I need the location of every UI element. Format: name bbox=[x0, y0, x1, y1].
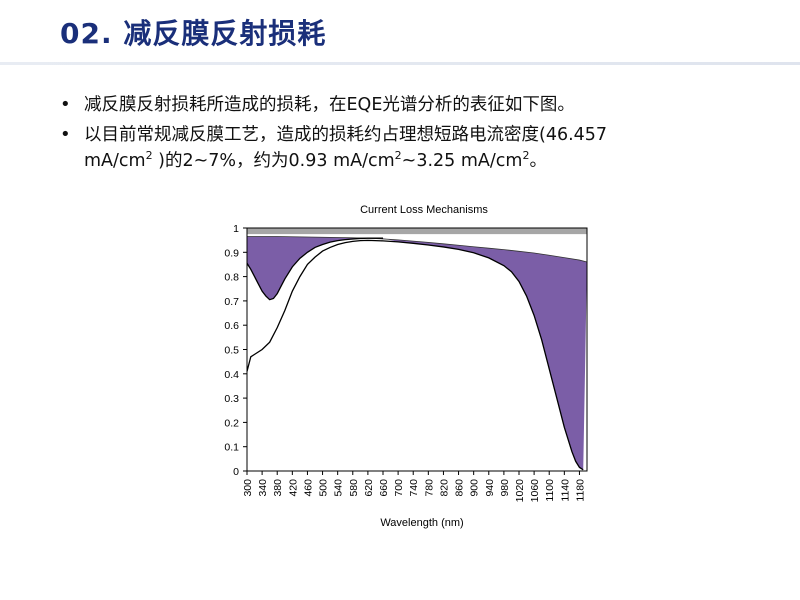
bullet-list: • 减反膜反射损耗所造成的损耗，在EQE光谱分析的表征如下图。 • 以目前常规减… bbox=[58, 92, 758, 178]
x-tick-label: 820 bbox=[438, 479, 450, 497]
x-tick-label: 580 bbox=[348, 479, 360, 497]
eqe-curve bbox=[246, 239, 584, 471]
x-axis: 300 340 380 420 460 500 540 580 620 660 700 740 780 8… bbox=[242, 471, 586, 502]
y-tick-label: 0.7 bbox=[224, 296, 239, 308]
bullet-item-2: • 以目前常规减反膜工艺，造成的损耗约占理想短路电流密度(46.457 mA/c… bbox=[58, 122, 758, 174]
transmitted-line bbox=[247, 236, 588, 263]
bullet-text-2-d: 。 bbox=[529, 151, 547, 171]
y-tick-label: 0.9 bbox=[224, 247, 239, 259]
x-tick-label: 900 bbox=[469, 479, 481, 497]
chart-title: Current Loss Mechanisms bbox=[360, 204, 488, 216]
x-tick-label: 1060 bbox=[529, 479, 541, 503]
bullet-text-1: 减反膜反射损耗所造成的损耗，在EQE光谱分析的表征如下图。 bbox=[84, 95, 575, 115]
x-tick-label: 460 bbox=[302, 479, 314, 497]
bullet-dot-icon: • bbox=[60, 124, 71, 145]
x-tick-label: 740 bbox=[408, 479, 420, 497]
x-tick-label: 700 bbox=[393, 479, 405, 497]
x-tick-label: 660 bbox=[378, 479, 390, 497]
x-tick-label: 620 bbox=[363, 479, 375, 497]
y-tick-label: 0.2 bbox=[224, 417, 239, 429]
y-tick-label: 0 bbox=[233, 466, 239, 478]
x-tick-label: 980 bbox=[499, 479, 511, 497]
current-loss-chart: Current Loss Mechanisms 0 0.1 0.2 0.3 0.4 0.5… bbox=[224, 204, 588, 529]
y-axis: 0 0.1 0.2 0.3 0.4 0.5 0.6 0.7 0.8 0.9 1 bbox=[224, 223, 247, 478]
y-tick-label: 0.6 bbox=[224, 320, 239, 332]
top-band-area bbox=[247, 228, 587, 235]
y-tick-label: 0.8 bbox=[224, 272, 239, 284]
x-tick-label: 380 bbox=[272, 479, 284, 497]
x-tick-label: 540 bbox=[333, 479, 345, 497]
bullet-item-1: • 减反膜反射损耗所造成的损耗，在EQE光谱分析的表征如下图。 bbox=[58, 92, 758, 118]
reflection-loss-area bbox=[247, 236, 587, 470]
x-tick-label: 340 bbox=[257, 479, 269, 497]
superscript: 2 bbox=[145, 149, 153, 163]
superscript: 2 bbox=[394, 149, 402, 163]
bullet-text-2-line1: 以目前常规减反膜工艺，造成的损耗约占理想短路电流密度(46.457 bbox=[84, 125, 608, 145]
x-tick-label: 300 bbox=[242, 479, 254, 497]
x-tick-label: 1180 bbox=[574, 479, 586, 502]
bullet-text-2-c: ~3.25 mA/cm bbox=[401, 151, 523, 171]
slide-title: 02. 减反膜反射损耗 bbox=[60, 17, 327, 50]
x-tick-label: 860 bbox=[454, 479, 466, 497]
y-tick-label: 0.5 bbox=[224, 345, 239, 357]
reflection-curve bbox=[246, 237, 383, 301]
superscript: 2 bbox=[522, 149, 530, 163]
x-tick-label: 780 bbox=[423, 479, 435, 497]
x-tick-label: 940 bbox=[484, 479, 496, 497]
x-tick-label: 1140 bbox=[559, 479, 571, 502]
y-tick-label: 0.4 bbox=[224, 369, 239, 381]
bullet-dot-icon: • bbox=[60, 94, 71, 115]
bullet-text-2-a: mA/cm bbox=[84, 151, 146, 171]
x-tick-label: 420 bbox=[287, 479, 299, 497]
parasitic-area bbox=[247, 238, 383, 372]
title-divider bbox=[0, 62, 800, 65]
bullet-text-2-b: )的2~7%，约为0.93 mA/cm bbox=[152, 151, 395, 171]
x-tick-label: 1100 bbox=[544, 479, 556, 502]
eqe-fill-area bbox=[247, 240, 587, 471]
y-tick-label: 0.3 bbox=[224, 393, 239, 405]
plot-area bbox=[246, 227, 588, 472]
x-tick-label: 1020 bbox=[514, 479, 526, 503]
x-axis-label: Wavelength (nm) bbox=[380, 517, 463, 529]
x-tick-label: 500 bbox=[318, 479, 330, 497]
y-tick-label: 0.1 bbox=[224, 442, 239, 454]
y-tick-label: 1 bbox=[233, 223, 239, 235]
